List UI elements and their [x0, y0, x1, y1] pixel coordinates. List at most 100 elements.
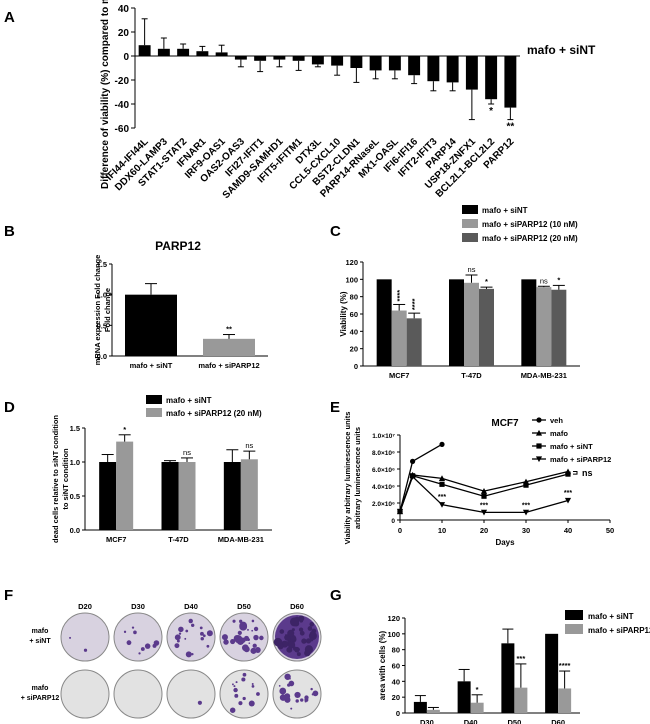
legend-marker — [536, 417, 542, 423]
y-tick-label: 4.0×10⁶ — [372, 484, 395, 491]
colony — [232, 619, 236, 623]
bar — [157, 48, 170, 56]
chart-title: MCF7 — [491, 418, 519, 429]
bar — [413, 701, 427, 713]
x-axis-label: Days — [495, 538, 515, 547]
y-tick-label: 40 — [350, 327, 358, 336]
colony — [188, 618, 193, 624]
colony — [237, 630, 242, 635]
colony — [284, 673, 291, 680]
x-tick-label: 40 — [564, 526, 572, 535]
colony — [300, 698, 304, 702]
y-tick-label: 0.5 — [97, 321, 107, 330]
colony — [299, 618, 304, 623]
legend-label: mafo + siPARP12 — [588, 626, 650, 635]
colony — [138, 652, 141, 655]
bar — [254, 56, 267, 61]
colony — [144, 643, 151, 649]
colony — [294, 638, 297, 641]
significance-marker: * — [476, 685, 479, 694]
bar — [457, 681, 471, 713]
legend-swatch — [462, 205, 478, 214]
colony — [239, 621, 248, 630]
legend-label: mafo + siPARP12 (10 nM) — [482, 220, 578, 229]
culture-plate — [60, 612, 110, 662]
culture-plate — [113, 669, 163, 719]
series-label: mafo + siNT — [527, 43, 596, 57]
x-tick-label: mafo + siNT — [130, 361, 173, 370]
y-tick-label: 0.0 — [70, 526, 80, 535]
y-tick-label: 0 — [391, 518, 395, 525]
data-point — [480, 509, 488, 516]
bar — [196, 51, 209, 56]
data-point — [438, 502, 446, 508]
data-point — [410, 458, 416, 464]
culture-plate — [60, 669, 110, 719]
series-line — [399, 475, 569, 513]
bar — [215, 52, 228, 56]
legend-label: mafo + siNT — [482, 206, 528, 215]
colony — [234, 693, 239, 698]
y-tick-label: 0.0 — [97, 352, 107, 361]
legend-marker — [536, 443, 542, 449]
y-tick-label: 1.0×10⁷ — [372, 433, 395, 440]
legend-marker — [535, 456, 543, 463]
colony — [223, 639, 229, 645]
data-point — [396, 508, 404, 515]
y-axis-label: Viability (%) — [339, 291, 348, 337]
x-tick-label: 30 — [522, 526, 530, 535]
x-tick-label: 50 — [606, 526, 614, 535]
data-point — [523, 482, 529, 488]
colony — [287, 629, 295, 637]
y-tick-label: 2.0×10⁶ — [372, 501, 395, 508]
colony — [303, 640, 307, 644]
panel-letter: D — [4, 399, 15, 416]
colony — [184, 637, 187, 640]
colony — [284, 693, 291, 700]
column-label: D20 — [78, 602, 92, 611]
legend-swatch — [462, 219, 478, 228]
colony — [233, 685, 236, 688]
x-tick-label: D30 — [420, 718, 434, 724]
significance-marker: ns — [183, 448, 191, 457]
colony — [295, 699, 299, 703]
legend-swatch — [565, 624, 583, 634]
colony — [221, 634, 228, 641]
data-point — [439, 481, 445, 487]
colony — [310, 687, 313, 691]
colony — [278, 684, 281, 687]
legend-swatch — [462, 233, 478, 242]
y-axis-label: mRNA expression Fold change — [93, 255, 102, 366]
data-point — [409, 474, 416, 480]
bar — [427, 56, 440, 82]
colony — [294, 691, 301, 699]
colony — [304, 700, 307, 703]
colony — [242, 696, 246, 701]
colony — [153, 640, 160, 646]
bar — [234, 56, 247, 60]
bar — [99, 462, 117, 530]
data-point — [438, 475, 446, 481]
colony — [253, 626, 259, 632]
significance-marker: * — [485, 277, 488, 286]
legend-label: mafo + siNT — [166, 396, 212, 405]
y-axis-label-line2: to siNT condition — [61, 448, 70, 510]
y-axis-label: dead cells relative to siNT condition — [51, 415, 60, 543]
x-tick-label: 20 — [480, 526, 488, 535]
row-label: mafo — [32, 685, 49, 692]
colony — [131, 626, 135, 629]
bar — [551, 289, 567, 366]
colony — [251, 682, 254, 685]
bar — [464, 282, 479, 366]
colony — [238, 701, 243, 706]
bar — [138, 45, 151, 56]
y-axis-label-line2: arbitrary luminescence units — [353, 427, 362, 529]
colony — [232, 683, 234, 686]
y-tick-label: 120 — [387, 614, 400, 623]
bar — [161, 462, 179, 530]
colony — [254, 647, 261, 653]
colony — [233, 687, 238, 693]
panel-letter: F — [4, 587, 13, 604]
significance-marker: *** — [516, 654, 525, 663]
bar — [177, 48, 190, 56]
